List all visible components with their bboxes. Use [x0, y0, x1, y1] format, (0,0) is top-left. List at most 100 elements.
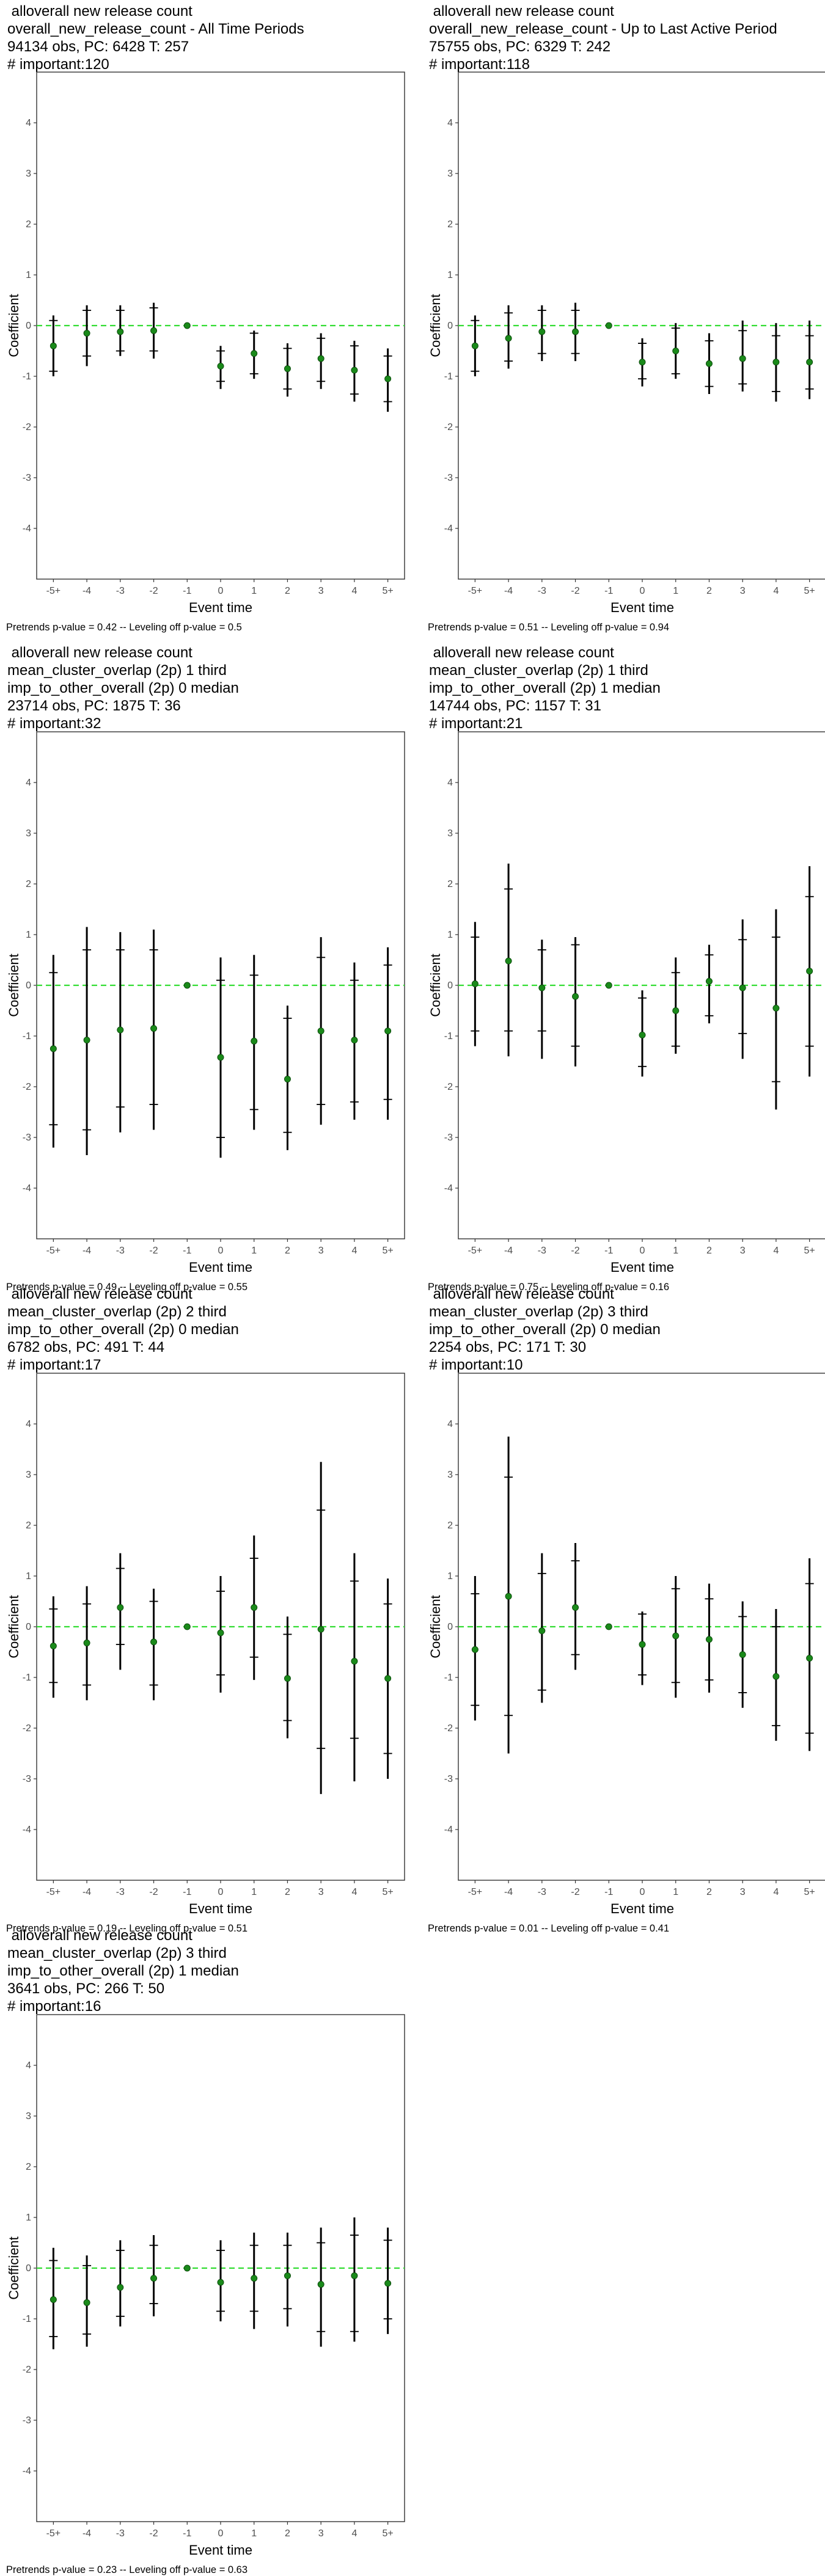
coefficient-point [217, 1054, 224, 1061]
y-tick-label: 2 [447, 219, 453, 230]
chart-panel-5: alloverall new release count mean_cluster… [0, 1283, 405, 1934]
y-axis-label: Coefficient [428, 1595, 443, 1658]
chart-panel-7: alloverall new release count mean_cluster… [0, 1924, 405, 2575]
x-tick-label: 1 [673, 1887, 678, 1897]
x-axis-label: Event time [610, 600, 674, 615]
x-tick-label: -1 [604, 1887, 613, 1897]
chart-title-line: alloverall new release count [7, 1927, 193, 1944]
x-tick-label: -3 [116, 2528, 125, 2539]
coefficient-point [772, 1673, 780, 1680]
chart-panel-6: alloverall new release count mean_cluster… [422, 1283, 825, 1934]
x-tick-label: 3 [740, 1887, 746, 1897]
coefficient-point [284, 1675, 291, 1682]
coefficient-point [605, 322, 612, 329]
y-tick-label: -3 [444, 1133, 453, 1143]
chart-plot: -4 -3 -2 -1 0 1 2 3 4 -5+ -4 -3 -2 -1 0 1 2 3 4 5+ Event tim… [428, 1373, 825, 1916]
coefficient-point [739, 355, 746, 362]
coefficient-point [117, 328, 124, 335]
coefficient-point [251, 350, 258, 357]
coefficient-point [672, 1007, 680, 1014]
x-tick-label: -2 [149, 1246, 158, 1256]
chart-title: alloverall new release count overall_new_… [7, 2, 304, 73]
coefficient-point [705, 360, 713, 367]
coefficient-point [384, 2280, 392, 2287]
y-tick-label: 0 [26, 2263, 31, 2274]
y-tick-label: 0 [26, 321, 31, 331]
coefficient-point [505, 1593, 512, 1600]
x-tick-label: 2 [706, 1887, 712, 1897]
y-tick-label: 3 [447, 169, 453, 179]
y-axis-label: Coefficient [428, 294, 443, 357]
coefficient-point [351, 1037, 358, 1044]
chart-title-line: overall_new_release_count - Up to Last A… [429, 21, 777, 37]
y-tick-label: -2 [23, 1082, 31, 1092]
coefficient-point [183, 2264, 191, 2272]
coefficient-point [772, 1004, 780, 1012]
y-tick-label: 1 [447, 270, 453, 280]
chart-title-line: mean_cluster_overlap (2p) 3 third [429, 1304, 648, 1320]
coefficient-point [183, 322, 191, 329]
coefficient-point [251, 1037, 258, 1045]
coefficient-point [806, 1654, 813, 1662]
x-tick-label: -2 [149, 586, 158, 596]
x-tick-label: 3 [318, 2528, 324, 2539]
p-value-note: Pretrends p-value = 0.49 -- Leveling off… [6, 1282, 248, 1293]
coefficient-point [217, 362, 224, 370]
chart-title-line: mean_cluster_overlap (2p) 2 third [7, 1304, 227, 1320]
x-tick-label: -1 [183, 1246, 191, 1256]
coefficient-point [50, 1045, 57, 1053]
chart-title-line: imp_to_other_overall (2p) 1 median [429, 680, 661, 696]
coefficient-point [183, 982, 191, 989]
chart-title: alloverall new release count mean_cluster… [429, 1285, 661, 1374]
coefficient-point [351, 367, 358, 374]
y-tick-label: 2 [26, 1520, 31, 1531]
chart-panel-4: alloverall new release count mean_cluster… [422, 641, 825, 1293]
chart-title: alloverall new release count mean_cluster… [7, 644, 239, 732]
x-tick-label: 4 [351, 2528, 357, 2539]
coefficient-point [639, 359, 646, 366]
chart-title-line: imp_to_other_overall (2p) 0 median [429, 1321, 661, 1338]
coefficient-point [806, 968, 813, 975]
chart-title-line: # important:21 [429, 715, 523, 732]
coefficient-point [83, 1037, 90, 1044]
y-tick-label: -4 [444, 524, 453, 534]
y-tick-label: -4 [444, 1825, 453, 1835]
chart-plot: -4 -3 -2 -1 0 1 2 3 4 -5+ -4 -3 -2 -1 0 1 2 3 4 5+ Event tim… [6, 71, 405, 615]
coefficient-point [317, 1626, 324, 1633]
x-tick-label: 1 [251, 1887, 257, 1897]
x-tick-label: 1 [251, 2528, 257, 2539]
y-tick-label: 2 [26, 2162, 31, 2172]
chart-plot: -4 -3 -2 -1 0 1 2 3 4 -5+ -4 -3 -2 -1 0 1 2 3 4 5+ Event tim… [428, 731, 825, 1275]
y-tick-label: -3 [23, 1133, 31, 1143]
chart-title-line: alloverall new release count [429, 644, 614, 661]
x-tick-label: -2 [571, 1887, 579, 1897]
coefficient-point [605, 1623, 612, 1630]
chart-title: alloverall new release count overall_new_… [429, 2, 777, 73]
x-tick-label: 4 [773, 1887, 779, 1897]
x-tick-label: -3 [116, 1246, 125, 1256]
x-tick-label: -5+ [468, 586, 483, 596]
coefficient-point [639, 1641, 646, 1648]
x-axis-label: Event time [610, 1901, 674, 1916]
chart-title-line: # important:32 [7, 715, 101, 732]
y-tick-label: -4 [23, 524, 31, 534]
x-tick-label: -3 [538, 586, 546, 596]
y-tick-label: 1 [26, 1571, 31, 1582]
x-tick-label: 5+ [804, 586, 815, 596]
coefficient-point [471, 980, 479, 988]
chart-panel-3: alloverall new release count mean_cluster… [0, 641, 405, 1293]
chart-title-line: # important:118 [429, 56, 530, 73]
coefficient-point [605, 982, 612, 989]
y-tick-label: 1 [447, 1571, 453, 1582]
chart-title-line: overall_new_release_count - All Time Per… [7, 21, 304, 37]
chart-title-line: alloverall new release count [7, 644, 193, 661]
coefficient-point [150, 1638, 158, 1646]
x-tick-label: -2 [149, 1887, 158, 1897]
chart-title-line: 6782 obs, PC: 491 T: 44 [7, 1339, 165, 1356]
x-tick-label: 2 [706, 1246, 712, 1256]
y-tick-label: 4 [447, 778, 453, 788]
chart-title-line: # important:120 [7, 56, 109, 73]
y-tick-label: -1 [23, 1031, 31, 1042]
x-tick-label: -3 [538, 1246, 546, 1256]
x-tick-label: 3 [740, 1246, 746, 1256]
